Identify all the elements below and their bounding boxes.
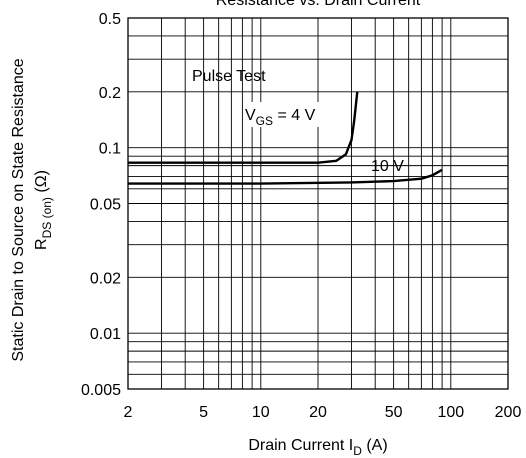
x-tick-label: 10	[252, 404, 270, 421]
x-tick-label: 20	[309, 404, 327, 421]
x-axis-label: Drain Current ID (A)	[248, 437, 387, 458]
y-tick-label: 0.01	[90, 326, 121, 343]
x-tick-label: 5	[199, 404, 208, 421]
y-tick-label: 0.05	[90, 197, 121, 214]
x-tick-label: 2	[124, 404, 133, 421]
annotation-10v: 10 V	[371, 158, 404, 175]
x-tick-label: 50	[385, 404, 403, 421]
chart-title: Resistance vs. Drain Current	[216, 0, 421, 9]
y-tick-label: 0.1	[99, 141, 121, 158]
x-tick-label: 200	[495, 404, 522, 421]
grid	[127, 17, 509, 390]
curves	[128, 91, 443, 185]
series-line-10v	[128, 168, 443, 185]
series-line-4v	[128, 91, 359, 164]
y-tick-labels: 0.005 0.01 0.02 0.05 0.1 0.2 0.5	[81, 11, 121, 399]
x-tick-label: 100	[437, 404, 464, 421]
y-tick-label: 0.5	[99, 11, 121, 28]
plot-frame	[127, 17, 509, 390]
annotation-vgs-4v: VGS = 4 V	[245, 107, 316, 128]
x-tick-labels: 2 5 10 20 50 100 200	[124, 404, 522, 421]
annotation-bg	[243, 102, 339, 127]
y-axis-label-line2: RDS (on) (Ω)	[33, 170, 54, 250]
y-tick-label: 0.2	[99, 85, 121, 102]
y-tick-label: 0.02	[90, 270, 121, 287]
y-tick-label: 0.005	[81, 382, 121, 399]
annotation-pulse-test: Pulse Test	[192, 68, 266, 85]
y-axis-label-line1: Static Drain to Source on State Resistan…	[10, 58, 27, 361]
